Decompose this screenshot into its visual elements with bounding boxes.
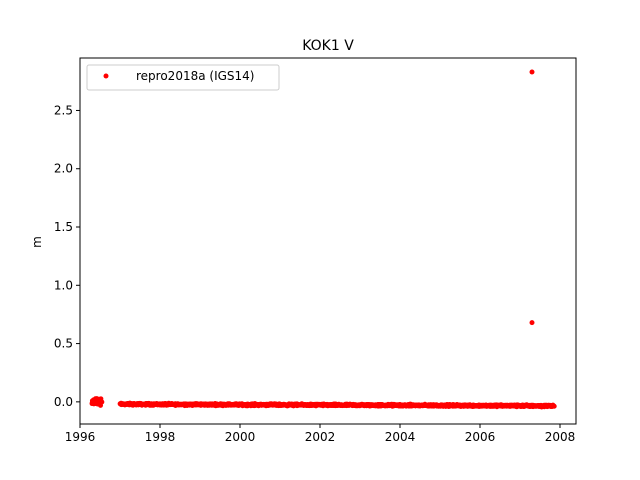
legend: repro2018a (IGS14) — [86, 64, 280, 91]
x-tick-label: 1996 — [65, 430, 96, 444]
legend-box — [86, 64, 280, 91]
chart-title: KOK1 V — [302, 38, 354, 54]
x-tick-label: 2006 — [465, 430, 496, 444]
x-tick-label: 1998 — [145, 430, 176, 444]
legend-marker — [103, 73, 109, 79]
y-axis: 0.0 0.5 1.0 1.5 2.0 2.5 — [54, 103, 80, 409]
plot-area — [89, 69, 557, 410]
x-tick-label: 2008 — [545, 430, 576, 444]
data-point — [551, 403, 557, 409]
x-tick-label: 2004 — [385, 430, 416, 444]
y-tick-label: 0.0 — [54, 395, 73, 409]
x-tick-label: 2000 — [225, 430, 256, 444]
x-tick-label: 2002 — [305, 430, 336, 444]
y-axis-label: m — [30, 236, 44, 248]
data-point-outlier — [529, 69, 535, 75]
y-tick-label: 1.0 — [54, 278, 73, 292]
y-tick-label: 0.5 — [54, 337, 73, 351]
y-tick-label: 1.5 — [54, 220, 73, 234]
y-tick-label: 2.0 — [54, 162, 73, 176]
axes-frame — [79, 57, 577, 425]
y-tick-label: 2.5 — [54, 103, 73, 117]
data-point-outlier — [529, 320, 535, 326]
data-point — [94, 398, 100, 404]
x-axis: 1996 1998 2000 2002 2004 2006 2008 — [65, 424, 576, 444]
legend-entry-label: repro2018a (IGS14) — [136, 69, 254, 83]
